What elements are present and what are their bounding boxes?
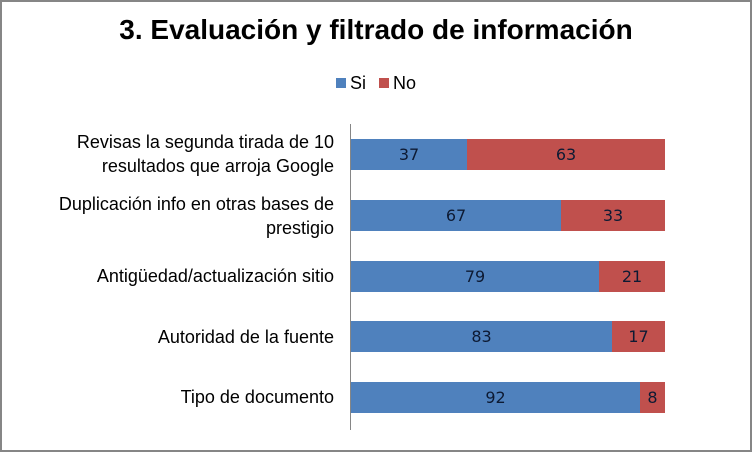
y-axis-line bbox=[350, 124, 351, 430]
legend: Si No bbox=[0, 72, 752, 94]
category-label-line: Duplicación info en otras bases de bbox=[58, 194, 334, 214]
category-label-line: Revisas la segunda tirada de 10 bbox=[76, 132, 334, 152]
bar-segment-no: 33 bbox=[561, 200, 665, 231]
bar-segment-si: 92 bbox=[351, 382, 640, 413]
category-label: Revisas la segunda tirada de 10 resultad… bbox=[0, 130, 334, 178]
category-label-line: resultados que arroja Google bbox=[101, 156, 334, 176]
bar-row: 83 17 bbox=[351, 321, 665, 352]
category-label: Antigüedad/actualización sitio bbox=[96, 266, 334, 286]
legend-item-no: No bbox=[379, 73, 416, 94]
category-label: Autoridad de la fuente bbox=[157, 327, 334, 347]
bar-segment-no: 63 bbox=[467, 139, 665, 170]
category-label: Tipo de documento bbox=[180, 387, 334, 407]
bar-row: 79 21 bbox=[351, 261, 665, 292]
legend-label-no: No bbox=[393, 72, 417, 93]
legend-swatch-si-icon bbox=[335, 78, 346, 88]
bar-segment-si: 83 bbox=[351, 321, 612, 352]
bar-segment-no: 17 bbox=[612, 321, 665, 352]
bar-segment-no: 21 bbox=[599, 261, 665, 292]
bar-segment-si: 79 bbox=[351, 261, 599, 292]
bar-row: 37 63 bbox=[351, 139, 665, 170]
chart-title: 3. Evaluación y filtrado de información bbox=[119, 14, 633, 45]
bar-segment-si: 67 bbox=[351, 200, 561, 231]
category-label: Duplicación info en otras bases de prest… bbox=[0, 192, 334, 240]
category-label-line: prestigio bbox=[265, 218, 334, 238]
bar-segment-si: 37 bbox=[351, 139, 467, 170]
legend-item-si: Si bbox=[335, 72, 366, 94]
bar-segment-no: 8 bbox=[640, 382, 665, 413]
legend-label-si: Si bbox=[349, 72, 366, 93]
bar-row: 67 33 bbox=[351, 200, 665, 231]
legend-swatch-no-icon bbox=[379, 78, 389, 88]
bar-row: 92 8 bbox=[351, 382, 665, 413]
